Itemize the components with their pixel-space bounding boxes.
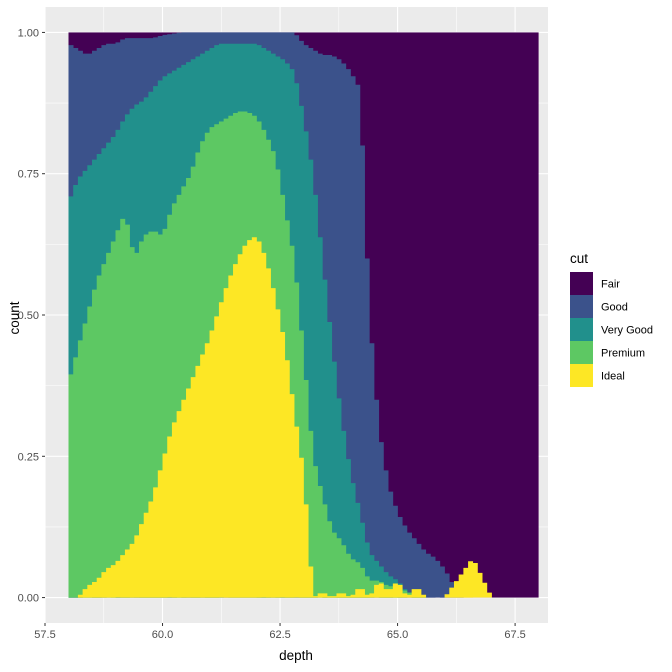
x-tick-label: 60.0 [152,629,173,641]
y-tick-label: 0.00 [18,593,39,605]
legend-key-ideal [570,364,593,387]
legend-label: Good [601,302,628,314]
x-tick-label: 57.5 [34,629,55,641]
x-axis-title: depth [279,648,313,663]
y-tick-label: 1.00 [18,27,39,39]
legend-key-fair [570,272,593,295]
legend-label: Ideal [601,371,625,383]
legend-label: Fair [601,279,620,291]
legend-label: Premium [601,348,645,360]
x-tick-label: 67.5 [504,629,525,641]
y-axis-title: count [7,301,22,334]
legend-key-premium [570,341,593,364]
y-tick-label: 0.25 [18,451,39,463]
legend-key-very-good [570,318,593,341]
y-tick-label: 0.75 [18,169,39,181]
x-axis: 57.5 60.0 62.5 65.0 67.5 [34,623,526,641]
y-axis: 0.00 0.25 0.50 0.75 1.00 [18,27,45,605]
legend-title: cut [570,251,588,266]
legend: cut Fair Good Very Good Premium Ideal [570,251,653,387]
legend-key-good [570,295,593,318]
x-tick-label: 65.0 [387,629,408,641]
legend-label: Very Good [601,325,653,337]
bar-ideal [77,237,492,598]
y-tick-label: 0.50 [18,310,39,322]
x-tick-label: 62.5 [269,629,290,641]
bars [68,32,539,598]
